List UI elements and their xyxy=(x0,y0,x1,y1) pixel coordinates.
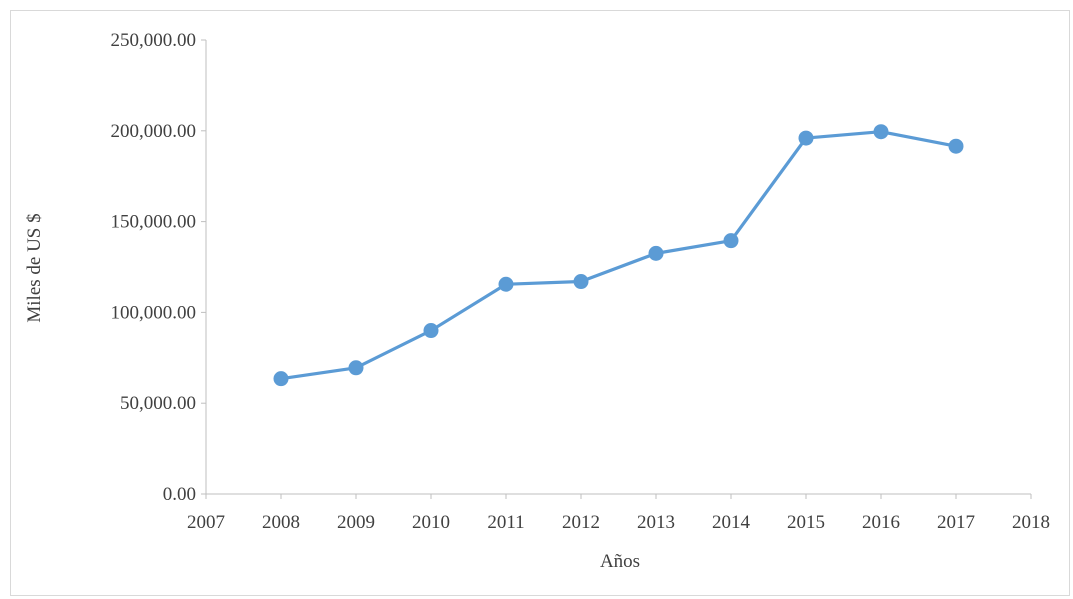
data-point xyxy=(723,233,739,249)
x-tick-label: 2010 xyxy=(412,512,450,533)
y-axis-title: Miles de US $ xyxy=(24,213,45,322)
x-tick-label: 2017 xyxy=(937,512,975,533)
data-point xyxy=(273,371,289,387)
x-tick-label: 2015 xyxy=(787,512,825,533)
x-tick-label: 2014 xyxy=(712,512,751,533)
x-tick-label: 2013 xyxy=(637,512,675,533)
data-point xyxy=(573,274,589,290)
y-tick-label: 100,000.00 xyxy=(111,302,197,323)
x-tick-label: 2018 xyxy=(1012,512,1050,533)
series-line xyxy=(280,130,957,381)
y-tick-label: 200,000.00 xyxy=(111,121,197,142)
x-tick-label: 2011 xyxy=(487,512,524,533)
x-tick-label: 2009 xyxy=(337,512,375,533)
data-point xyxy=(798,130,814,146)
y-tick-label: 250,000.00 xyxy=(111,30,197,51)
axes xyxy=(201,39,1032,499)
x-tick-label: 2008 xyxy=(262,512,300,533)
data-point xyxy=(423,323,439,339)
data-point xyxy=(498,276,514,292)
x-axis-title: Años xyxy=(600,551,640,572)
tick-labels: 0.00 50,000.00 100,000.00 150,000.00 200,000… xyxy=(111,30,1051,533)
x-tick-label: 2007 xyxy=(187,512,225,533)
data-point xyxy=(348,360,364,376)
chart-frame xyxy=(10,10,1070,596)
series xyxy=(273,124,964,387)
x-tick-label: 2016 xyxy=(862,512,900,533)
y-tick-label: 150,000.00 xyxy=(111,212,197,233)
data-point xyxy=(948,138,964,154)
data-point xyxy=(648,245,664,261)
x-tick-label: 2012 xyxy=(562,512,600,533)
data-point xyxy=(873,124,889,140)
y-tick-label: 0.00 xyxy=(163,484,196,505)
y-tick-label: 50,000.00 xyxy=(120,393,196,414)
